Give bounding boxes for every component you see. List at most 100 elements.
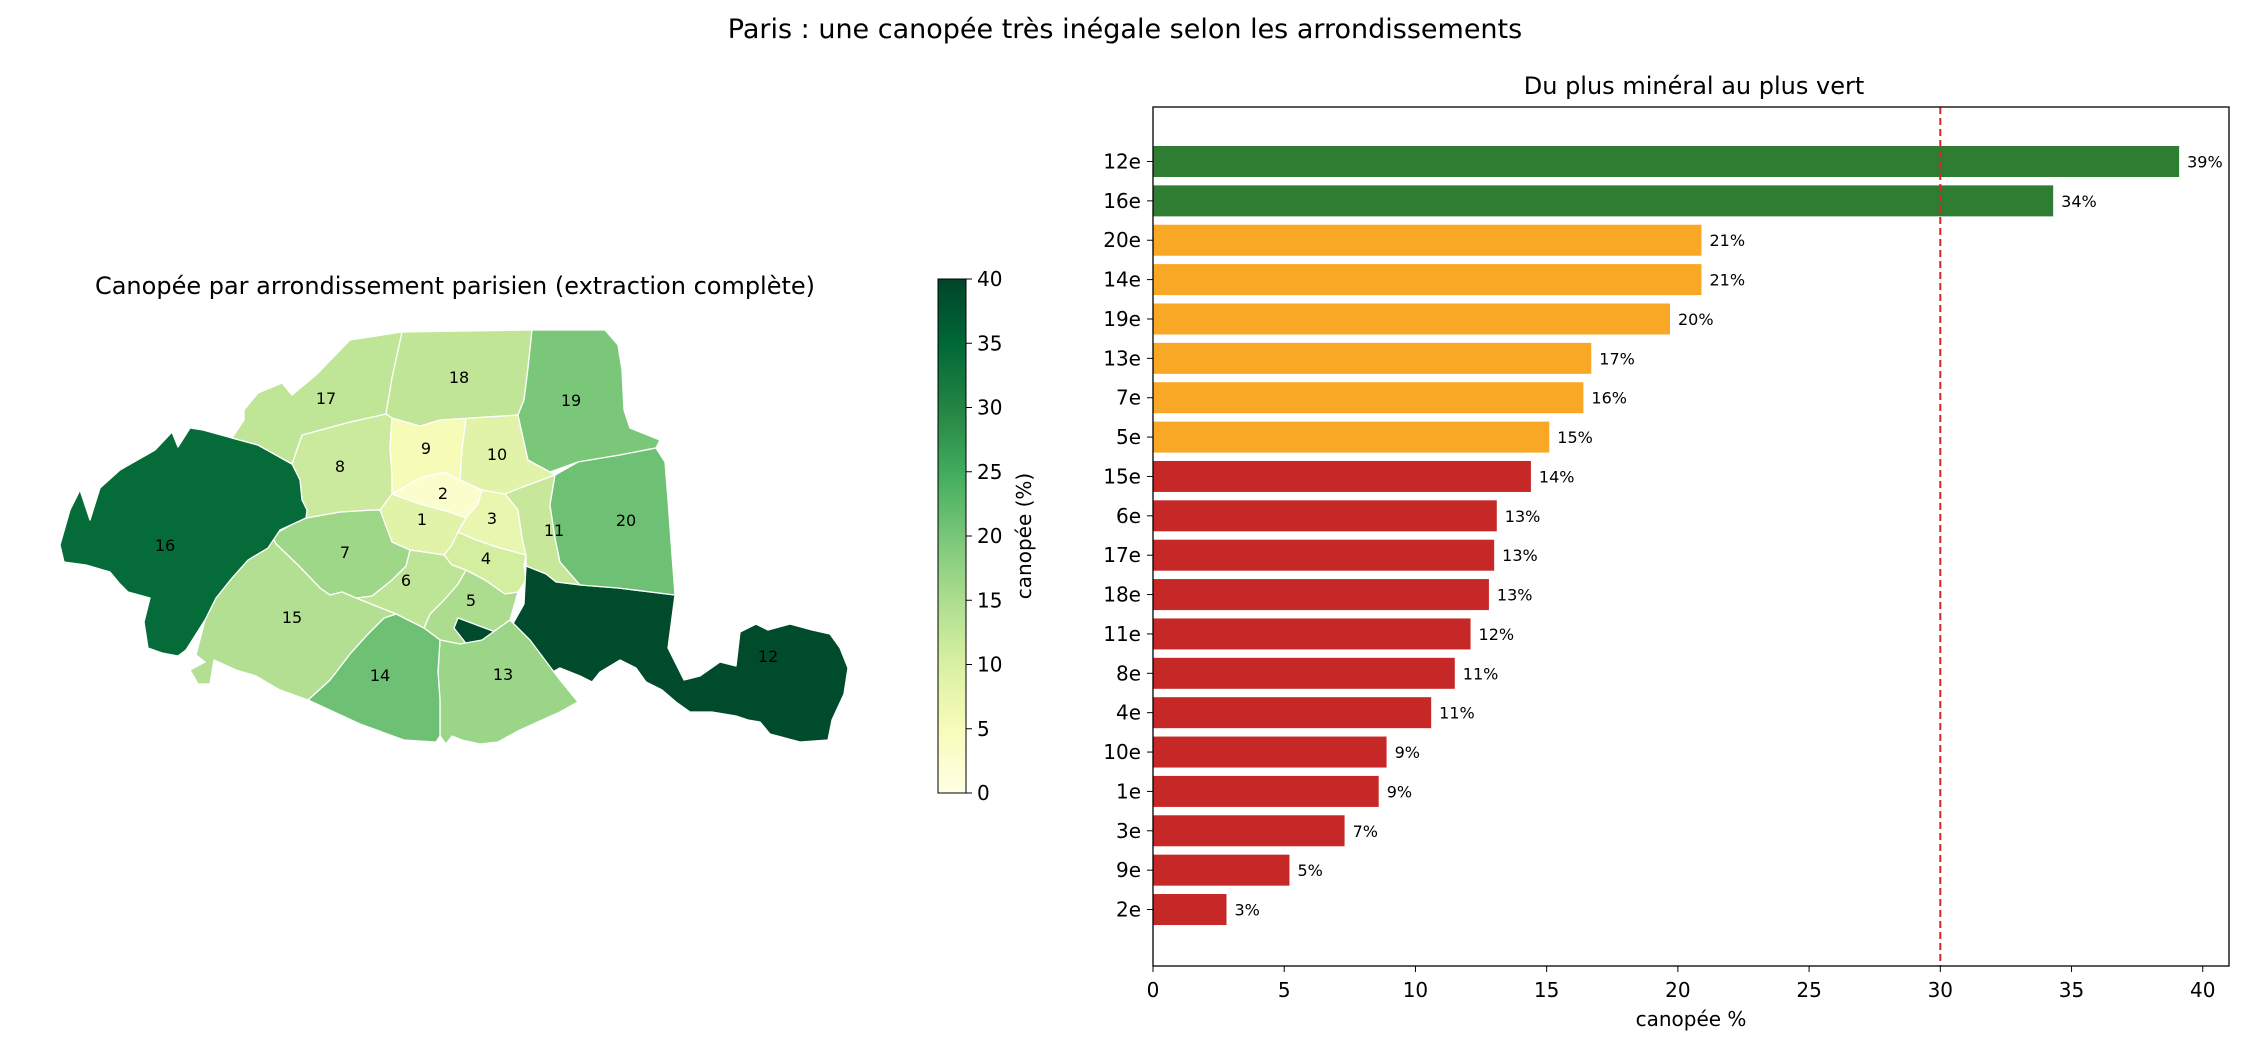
- x-tick-label: 5: [1278, 978, 1291, 1002]
- y-tick-label: 16e: [1103, 189, 1141, 213]
- map-region-label-20: 20: [616, 511, 636, 530]
- bar-value-label: 3%: [1234, 901, 1259, 920]
- bar-19e: [1153, 303, 1671, 335]
- colorbar: 0 5 10 15 20 25 30 35 40 canopée (%): [937, 267, 1036, 805]
- bar-14e: [1153, 264, 1702, 296]
- x-tick-label: 10: [1403, 978, 1428, 1002]
- x-tick-label: 30: [1928, 978, 1953, 1002]
- map-region-label-2: 2: [438, 484, 448, 503]
- y-tick-label: 2e: [1116, 898, 1141, 922]
- y-tick-label: 8e: [1116, 661, 1141, 685]
- bar-value-label: 11%: [1463, 664, 1499, 683]
- bar-value-label: 15%: [1557, 428, 1593, 447]
- bar-value-label: 21%: [1709, 271, 1745, 290]
- bar-value-label: 14%: [1539, 467, 1575, 486]
- y-tick-label: 17e: [1103, 543, 1141, 567]
- bar-13e: [1153, 342, 1592, 374]
- y-tick-label: 15e: [1103, 464, 1141, 488]
- map-region-17: [231, 331, 403, 465]
- colorbar-tick-label: 10: [977, 653, 1002, 677]
- map-region-20: [549, 447, 676, 596]
- y-tick-label: 7e: [1116, 386, 1141, 410]
- map-region-label-4: 4: [481, 549, 491, 568]
- x-tick-label: 25: [1796, 978, 1821, 1002]
- map-region-label-15: 15: [282, 608, 302, 627]
- map-region-label-19: 19: [561, 391, 581, 410]
- map-region-label-7: 7: [340, 543, 350, 562]
- map-title: Canopée par arrondissement parisien (ext…: [95, 272, 815, 300]
- bar-value-label: 13%: [1505, 507, 1541, 526]
- map-region-16: [59, 427, 308, 657]
- bar-5e: [1153, 421, 1550, 453]
- bar-value-label: 9%: [1387, 782, 1412, 801]
- bar-3e: [1153, 815, 1345, 847]
- map-region-label-10: 10: [487, 445, 507, 464]
- figure-title: Paris : une canopée très inégale selon l…: [727, 14, 1523, 45]
- colorbar-tick-label: 35: [977, 331, 1002, 355]
- y-tick-label: 20e: [1103, 228, 1141, 252]
- bar-9e: [1153, 854, 1290, 886]
- map-region-label-9: 9: [421, 439, 431, 458]
- y-tick-label: 1e: [1116, 779, 1141, 803]
- bar-16e: [1153, 185, 2054, 217]
- bar-17e: [1153, 539, 1495, 571]
- bar-value-label: 11%: [1439, 704, 1475, 723]
- y-tick-label: 6e: [1116, 504, 1141, 528]
- bar-7e: [1153, 382, 1584, 414]
- map-regions: [59, 329, 849, 745]
- map-region-label-16: 16: [155, 536, 175, 555]
- map-panel: Canopée par arrondissement parisien (ext…: [59, 272, 849, 745]
- y-tick-label: 9e: [1116, 858, 1141, 882]
- bar-value-label: 39%: [2187, 153, 2223, 172]
- y-tick-label: 5e: [1116, 425, 1141, 449]
- map-region-13: [437, 619, 579, 745]
- map-region-label-17: 17: [316, 389, 336, 408]
- y-tick-label: 11e: [1103, 622, 1141, 646]
- map-region-label-18: 18: [449, 368, 469, 387]
- colorbar-tick-label: 30: [977, 396, 1002, 420]
- colorbar-ticks: 0 5 10 15 20 25 30 35 40: [966, 267, 1002, 805]
- map-region-label-1: 1: [417, 510, 427, 529]
- bar-value-label: 12%: [1479, 625, 1515, 644]
- map-region-label-13: 13: [493, 665, 513, 684]
- x-tick-label: 40: [2190, 978, 2215, 1002]
- colorbar-tick-label: 25: [977, 460, 1002, 484]
- colorbar-tick-label: 20: [977, 524, 1002, 548]
- bar-value-label: 21%: [1709, 231, 1745, 250]
- x-tick-label: 20: [1665, 978, 1690, 1002]
- map-region-label-11: 11: [544, 521, 564, 540]
- bar-1e: [1153, 775, 1379, 807]
- bar-18e: [1153, 579, 1489, 611]
- bar-11e: [1153, 618, 1471, 650]
- y-tick-label: 12e: [1103, 150, 1141, 174]
- bar-2e: [1153, 894, 1227, 926]
- colorbar-tick-label: 0: [977, 781, 990, 805]
- bar-value-label: 13%: [1497, 586, 1533, 605]
- y-tick-label: 14e: [1103, 268, 1141, 292]
- map-region-label-6: 6: [401, 571, 411, 590]
- map-region-12: [453, 565, 849, 743]
- map-region-label-5: 5: [466, 591, 476, 610]
- map-region-label-3: 3: [487, 509, 497, 528]
- y-axis-ticks: 12e 16e 20e 14e 19e 13e 7e 5e 15e 6e 17e 18e 11e 8e 4e…: [1103, 150, 1153, 922]
- y-tick-label: 13e: [1103, 346, 1141, 370]
- colorbar-gradient: [937, 278, 967, 794]
- map-region-19: [517, 329, 661, 473]
- y-tick-label: 10e: [1103, 740, 1141, 764]
- bar-value-label: 20%: [1678, 310, 1714, 329]
- bar-value-label: 7%: [1353, 822, 1378, 841]
- x-tick-label: 35: [2059, 978, 2084, 1002]
- bar-4e: [1153, 697, 1432, 729]
- bar-8e: [1153, 657, 1455, 689]
- x-axis-label: canopée %: [1636, 1007, 1747, 1031]
- bar-chart-title: Du plus minéral au plus vert: [1524, 72, 1865, 100]
- bar-20e: [1153, 224, 1702, 256]
- map-region-label-12: 12: [758, 647, 778, 666]
- y-tick-label: 18e: [1103, 583, 1141, 607]
- bar-12e: [1153, 146, 2180, 177]
- bar-value-label: 34%: [2061, 192, 2097, 211]
- colorbar-tick-label: 40: [977, 267, 1002, 291]
- bar-15e: [1153, 460, 1531, 492]
